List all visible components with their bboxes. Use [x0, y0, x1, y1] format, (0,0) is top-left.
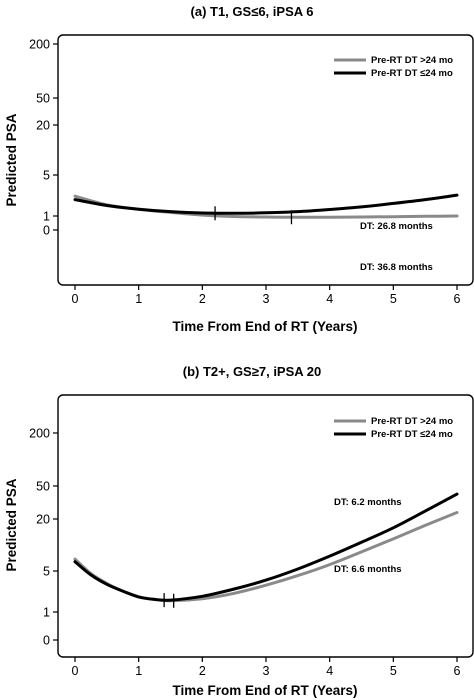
y-tick-label: 5: [43, 565, 50, 579]
x-tick-label: 6: [454, 664, 461, 678]
x-tick-label: 5: [390, 292, 397, 306]
panel-a-lines: [73, 193, 459, 225]
x-tick-label: 3: [263, 664, 270, 678]
x-tick-label: 3: [263, 292, 270, 306]
y-tick-label: 5: [43, 169, 50, 183]
y-tick-label: 0: [43, 224, 50, 238]
x-tick-label: 5: [390, 664, 397, 678]
panel-b-y-axis-label: Predicted PSA: [4, 478, 19, 571]
panel-a-x-ticks: 0 1 2 3 4 5 6: [72, 285, 461, 306]
panel-b-legend: Pre-RT DT >24 mo Pre-RT DT ≤24 mo: [334, 416, 453, 440]
x-tick-label: 6: [454, 292, 461, 306]
x-tick-label: 2: [199, 664, 206, 678]
y-tick-label: 1: [43, 606, 50, 620]
panel-b-y-ticks: 0 1 5 20 50 200: [29, 427, 58, 648]
x-tick-label: 1: [135, 292, 142, 306]
legend-label-dt-under-24: Pre-RT DT ≤24 mo: [371, 68, 453, 79]
x-tick-label: 1: [135, 664, 142, 678]
panel-a-title: (a) T1, GS≤6, iPSA 6: [191, 4, 314, 19]
panel-b: (b) T2+, GS≥7, iPSA 20 0 1 5 20 50 200 0 1 2 3 4 5…: [4, 364, 474, 698]
legend-label-dt-over-24: Pre-RT DT >24 mo: [371, 416, 453, 427]
y-tick-label: 20: [36, 119, 50, 133]
x-tick-label: 2: [199, 292, 206, 306]
x-tick-label: 0: [72, 664, 79, 678]
panel-b-x-ticks: 0 1 2 3 4 5 6: [72, 657, 461, 678]
panel-b-annotation-gray: DT: 6.6 months: [334, 564, 402, 575]
x-tick-label: 0: [72, 292, 79, 306]
panel-b-annotation-black: DT: 6.2 months: [334, 497, 402, 508]
y-tick-label: 200: [29, 427, 50, 441]
y-tick-label: 1: [43, 210, 50, 224]
y-tick-label: 50: [36, 480, 50, 494]
y-tick-label: 200: [29, 38, 50, 52]
y-tick-label: 50: [36, 92, 50, 106]
panel-a-annotation-gray: DT: 36.8 months: [360, 262, 433, 273]
panel-b-title: (b) T2+, GS≥7, iPSA 20: [183, 364, 322, 379]
legend-label-dt-under-24: Pre-RT DT ≤24 mo: [371, 429, 453, 440]
series-line-dt-under-24: [73, 193, 459, 215]
panel-b-x-axis-label: Time From End of RT (Years): [172, 683, 357, 698]
panel-b-lines: [73, 492, 459, 608]
panel-a-annotation-black: DT: 26.8 months: [360, 221, 433, 232]
y-tick-label: 20: [36, 513, 50, 527]
panel-a-y-ticks: 01 5 20 50 200: [29, 38, 58, 238]
x-tick-label: 4: [326, 292, 333, 306]
panel-a-legend: Pre-RT DT >24 mo Pre-RT DT ≤24 mo: [334, 55, 453, 79]
panel-a-x-axis-label: Time From End of RT (Years): [172, 319, 357, 334]
legend-label-dt-over-24: Pre-RT DT >24 mo: [371, 55, 453, 66]
x-tick-label: 4: [326, 664, 333, 678]
panel-a-y-axis-label: Predicted PSA: [4, 113, 19, 206]
series-line-dt-under-24: [73, 492, 459, 602]
y-tick-label: 0: [43, 634, 50, 648]
